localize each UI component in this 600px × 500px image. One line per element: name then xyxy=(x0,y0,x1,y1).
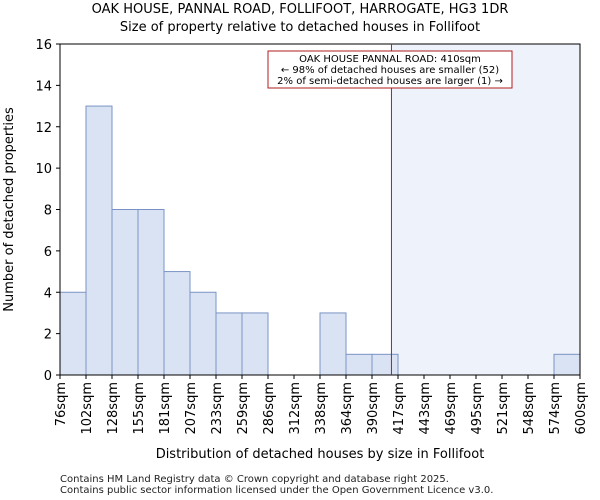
annotation-line2: ← 98% of detached houses are smaller (52… xyxy=(281,65,499,76)
x-tick-label-390sqm: 390sqm xyxy=(366,382,381,435)
x-tick-label-155sqm: 155sqm xyxy=(132,382,147,435)
bar-207sqm xyxy=(189,291,217,376)
y-tick-label-16: 16 xyxy=(35,38,52,53)
x-tick-label-312sqm: 312sqm xyxy=(288,382,303,435)
highlight-region xyxy=(391,44,580,375)
y-tick-label-12: 12 xyxy=(35,121,52,136)
x-tick-label-233sqm: 233sqm xyxy=(210,382,225,435)
x-axis-label: Distribution of detached houses by size … xyxy=(156,447,485,462)
bar-364sqm xyxy=(345,353,373,376)
x-tick-label-338sqm: 338sqm xyxy=(314,382,329,435)
y-tick-label-8: 8 xyxy=(44,204,52,219)
footer-line-2: Contains public sector information licen… xyxy=(60,485,494,496)
x-tick-label-207sqm: 207sqm xyxy=(184,382,199,435)
chart-title: OAK HOUSE, PANNAL ROAD, FOLLIFOOT, HARRO… xyxy=(91,2,509,17)
y-tick-label-2: 2 xyxy=(44,328,52,343)
x-tick-label-574sqm: 574sqm xyxy=(548,382,563,435)
annotation-line1: OAK HOUSE PANNAL ROAD: 410sqm xyxy=(299,54,481,65)
bar-181sqm xyxy=(163,271,191,376)
bar-574sqm xyxy=(553,353,581,376)
x-tick-label-495sqm: 495sqm xyxy=(470,382,485,435)
y-axis-label: Number of detached properties xyxy=(2,107,17,312)
x-tick-label-600sqm: 600sqm xyxy=(574,382,589,435)
x-tick-label-443sqm: 443sqm xyxy=(418,382,433,435)
x-tick-label-102sqm: 102sqm xyxy=(80,382,95,435)
bar-390sqm xyxy=(371,353,399,376)
bar-102sqm xyxy=(85,105,113,376)
y-tick-label-0: 0 xyxy=(44,369,52,384)
x-tick-label-286sqm: 286sqm xyxy=(262,382,277,435)
x-tick-label-469sqm: 469sqm xyxy=(444,382,459,435)
x-tick-label-417sqm: 417sqm xyxy=(392,382,407,435)
x-tick-label-548sqm: 548sqm xyxy=(522,382,537,435)
x-tick-label-181sqm: 181sqm xyxy=(158,382,173,435)
bar-76sqm xyxy=(59,291,87,376)
bar-338sqm xyxy=(319,312,347,376)
bar-155sqm xyxy=(137,209,165,376)
bar-259sqm xyxy=(241,312,269,376)
bar-128sqm xyxy=(111,209,139,376)
x-tick-label-76sqm: 76sqm xyxy=(54,382,69,426)
x-tick-label-128sqm: 128sqm xyxy=(106,382,121,435)
y-tick-label-10: 10 xyxy=(35,162,52,177)
bar-233sqm xyxy=(215,312,243,376)
x-tick-label-364sqm: 364sqm xyxy=(340,382,355,435)
annotation-box xyxy=(267,50,513,89)
y-tick-label-14: 14 xyxy=(35,79,52,94)
y-tick-label-6: 6 xyxy=(44,245,52,260)
footer-line-1: Contains HM Land Registry data © Crown c… xyxy=(60,474,449,485)
chart-subtitle: Size of property relative to detached ho… xyxy=(119,20,481,35)
x-tick-label-259sqm: 259sqm xyxy=(236,382,251,435)
x-tick-label-521sqm: 521sqm xyxy=(496,382,511,435)
y-tick-label-4: 4 xyxy=(44,286,52,301)
annotation-line3: 2% of semi-detached houses are larger (1… xyxy=(277,76,503,87)
